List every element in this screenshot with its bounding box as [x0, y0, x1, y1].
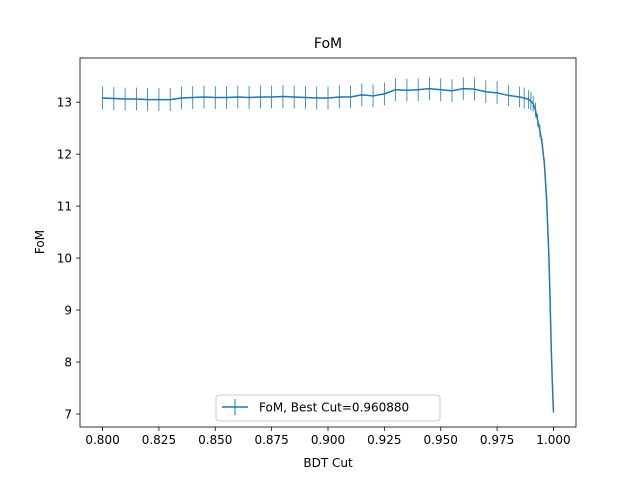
data-point: [361, 94, 363, 96]
data-point: [282, 95, 284, 98]
data-point: [237, 96, 239, 98]
data-point: [101, 97, 104, 99]
y-tick-label: 13: [57, 96, 72, 110]
data-point: [548, 257, 550, 259]
data-point: [532, 103, 534, 105]
data-point: [113, 97, 115, 100]
data-point: [551, 382, 553, 384]
data-point: [192, 96, 194, 99]
data-point: [519, 96, 521, 98]
data-point: [541, 143, 543, 145]
y-tick-label: 7: [64, 408, 72, 422]
y-tick-label: 12: [57, 148, 72, 162]
data-point: [428, 88, 431, 90]
data-point: [180, 97, 183, 99]
data-point: [158, 98, 160, 101]
data-point: [473, 88, 476, 90]
x-tick-label: 0.900: [311, 433, 345, 447]
x-tick-label: 0.850: [198, 433, 232, 447]
y-tick-label: 8: [64, 356, 72, 370]
data-point: [214, 96, 216, 99]
data-point: [304, 96, 307, 99]
data-point: [338, 96, 340, 98]
data-point: [203, 96, 205, 98]
data-point: [327, 97, 329, 99]
data-point: [372, 95, 374, 97]
data-point: [528, 98, 530, 101]
plot-area: [101, 77, 555, 413]
x-tick-label: 1.000: [536, 433, 570, 447]
x-tick-label: 0.950: [424, 433, 458, 447]
data-point: [451, 90, 453, 92]
x-axis-ticks: 0.800 0.825 0.850 0.875 0.900 0.925 0.950 0.975…: [85, 427, 571, 447]
data-point: [440, 89, 442, 91]
y-tick-label: 11: [57, 200, 72, 214]
data-point: [485, 91, 487, 93]
data-point: [462, 88, 464, 90]
data-point: [552, 410, 555, 413]
data-point: [349, 96, 352, 98]
data-point: [549, 299, 551, 301]
legend: FoM, Best Cut=0.960880: [215, 394, 441, 422]
data-point: [147, 98, 149, 101]
data-point: [534, 109, 537, 111]
data-point: [543, 163, 546, 166]
data-point: [259, 96, 261, 98]
chart-title: FoM: [314, 36, 342, 52]
data-point: [248, 96, 250, 99]
data-point: [530, 100, 532, 102]
data-point: [550, 345, 552, 348]
data-point: [395, 89, 397, 91]
data-point: [507, 94, 509, 97]
data-point: [293, 96, 295, 98]
data-point: [225, 96, 228, 99]
y-tick-label: 10: [57, 252, 72, 266]
data-point: [383, 93, 385, 95]
y-tick-label: 9: [64, 304, 72, 318]
data-point: [417, 89, 419, 91]
data-point: [539, 130, 541, 132]
legend-box: [215, 394, 441, 422]
data-point: [546, 200, 548, 202]
data-point: [124, 98, 126, 100]
data-point: [537, 119, 539, 121]
data-point: [135, 98, 137, 100]
data-point: [496, 92, 498, 94]
data-point: [523, 97, 525, 99]
y-axis-label: FoM: [33, 230, 47, 254]
data-point: [271, 96, 273, 98]
x-tick-label: 0.925: [367, 433, 401, 447]
x-axis-label: BDT Cut: [303, 456, 353, 470]
x-tick-label: 0.800: [85, 433, 119, 447]
x-tick-label: 0.875: [254, 433, 288, 447]
x-tick-label: 0.975: [480, 433, 514, 447]
legend-label: FoM, Best Cut=0.960880: [259, 401, 409, 415]
x-tick-label: 0.825: [142, 433, 176, 447]
data-point: [406, 89, 408, 91]
data-point: [316, 97, 318, 99]
data-point: [169, 98, 171, 101]
y-axis-ticks: 7 8 9 10 11 12 13: [57, 96, 80, 422]
